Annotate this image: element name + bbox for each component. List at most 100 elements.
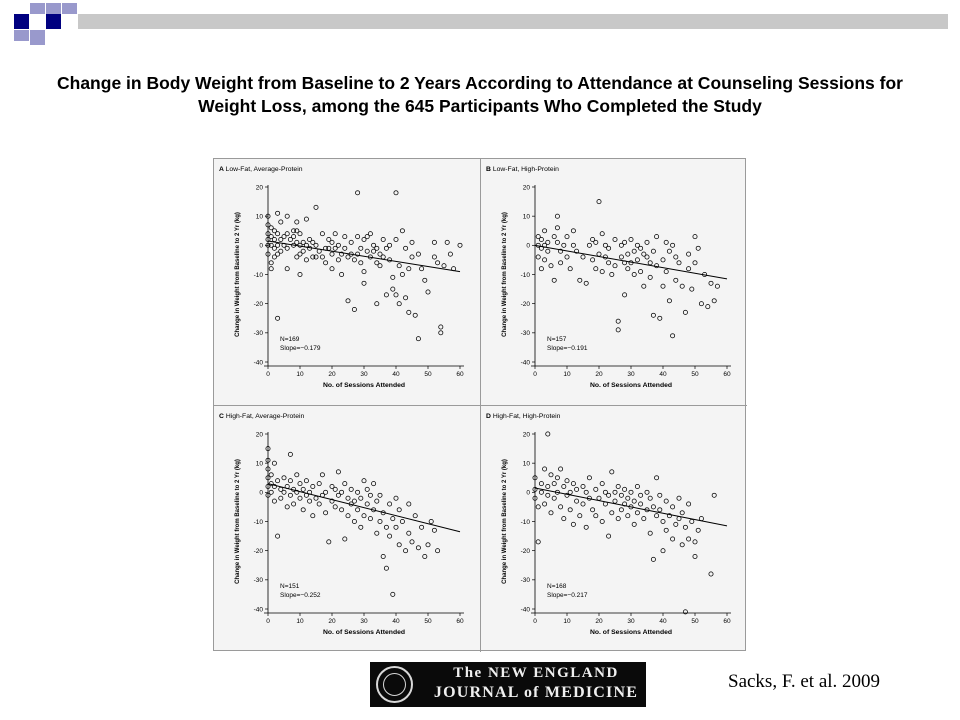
data-point <box>278 219 284 225</box>
data-point <box>294 219 300 225</box>
data-point <box>265 466 271 472</box>
data-point <box>612 263 618 269</box>
data-point <box>705 304 711 310</box>
data-point <box>271 254 277 260</box>
y-tick-label: 10 <box>523 461 531 468</box>
data-point <box>265 475 271 481</box>
data-point <box>570 228 576 234</box>
data-point <box>374 301 380 307</box>
data-point <box>599 519 605 524</box>
data-point <box>574 486 580 492</box>
data-point <box>564 254 570 260</box>
data-point <box>361 280 367 286</box>
data-point <box>335 242 341 248</box>
data-point <box>606 245 612 251</box>
data-point <box>380 254 386 260</box>
x-tick-label: 60 <box>456 371 464 378</box>
data-point <box>268 472 274 478</box>
panel-a: A Low-Fat, Average-Protein 20 10 0 -10 -20 -30… <box>219 166 464 389</box>
data-point <box>666 298 672 304</box>
data-point <box>390 591 396 597</box>
data-point <box>660 257 666 263</box>
data-point <box>545 239 551 245</box>
data-point <box>281 489 287 495</box>
data-point <box>300 507 306 513</box>
data-point <box>358 495 364 501</box>
data-point <box>602 242 608 248</box>
data-point <box>618 242 624 248</box>
data-point <box>682 609 688 615</box>
data-point <box>676 260 682 266</box>
data-point <box>599 481 605 487</box>
x-tick-label: 20 <box>328 371 336 378</box>
data-point <box>281 234 287 240</box>
data-point <box>329 484 335 489</box>
data-point <box>447 251 453 257</box>
data-point <box>335 492 341 498</box>
data-point <box>297 481 303 487</box>
data-point <box>692 260 698 266</box>
data-point <box>319 231 325 237</box>
data-point <box>682 524 688 530</box>
data-point <box>438 324 444 330</box>
y-tick-label: -10 <box>254 519 264 526</box>
data-point <box>268 234 274 240</box>
data-point <box>542 228 548 234</box>
data-point <box>644 254 650 260</box>
data-point <box>631 272 637 277</box>
data-point <box>590 257 596 263</box>
data-point <box>303 257 309 263</box>
data-point <box>580 484 586 489</box>
data-point <box>686 501 692 507</box>
deco-square-dark <box>14 14 29 29</box>
data-point <box>663 498 669 504</box>
data-point <box>265 213 271 219</box>
data-point <box>551 481 557 487</box>
data-point <box>287 478 293 484</box>
data-point <box>650 556 656 562</box>
data-point <box>278 495 284 501</box>
data-point <box>650 248 656 254</box>
data-point <box>570 242 576 248</box>
data-point <box>606 492 612 498</box>
data-point <box>316 481 322 487</box>
data-point <box>551 277 557 283</box>
data-point <box>355 489 361 495</box>
data-point <box>567 507 573 513</box>
data-point <box>387 242 393 248</box>
slope-label: Slope=−0.217 <box>547 592 588 599</box>
data-point <box>670 333 676 339</box>
data-point <box>532 475 538 481</box>
data-point <box>351 307 357 312</box>
data-point <box>393 495 399 501</box>
data-point <box>348 486 354 492</box>
data-point <box>609 272 615 277</box>
data-point <box>271 498 277 504</box>
data-point <box>374 498 380 504</box>
data-point <box>403 295 409 301</box>
data-point <box>355 251 361 257</box>
y-axis-label: Change in Weight from Baseline to 2 Yr (… <box>235 212 241 337</box>
data-point <box>284 231 290 237</box>
data-point <box>580 501 586 507</box>
data-point <box>300 248 306 254</box>
data-point <box>297 251 303 257</box>
data-point <box>583 524 589 530</box>
data-point <box>554 225 560 231</box>
data-point <box>654 263 660 269</box>
data-point <box>612 489 618 495</box>
data-point <box>383 292 389 298</box>
data-point <box>358 245 364 251</box>
data-point <box>409 239 415 245</box>
data-point <box>431 239 437 245</box>
trend-line <box>267 240 461 273</box>
data-point <box>310 513 316 519</box>
data-point <box>406 530 412 536</box>
y-tick-label: 0 <box>526 490 530 497</box>
data-point <box>561 242 567 248</box>
data-point <box>612 237 618 242</box>
y-tick-label: 10 <box>256 214 264 221</box>
data-point <box>300 486 306 492</box>
data-point <box>673 521 679 527</box>
data-point <box>297 272 303 277</box>
